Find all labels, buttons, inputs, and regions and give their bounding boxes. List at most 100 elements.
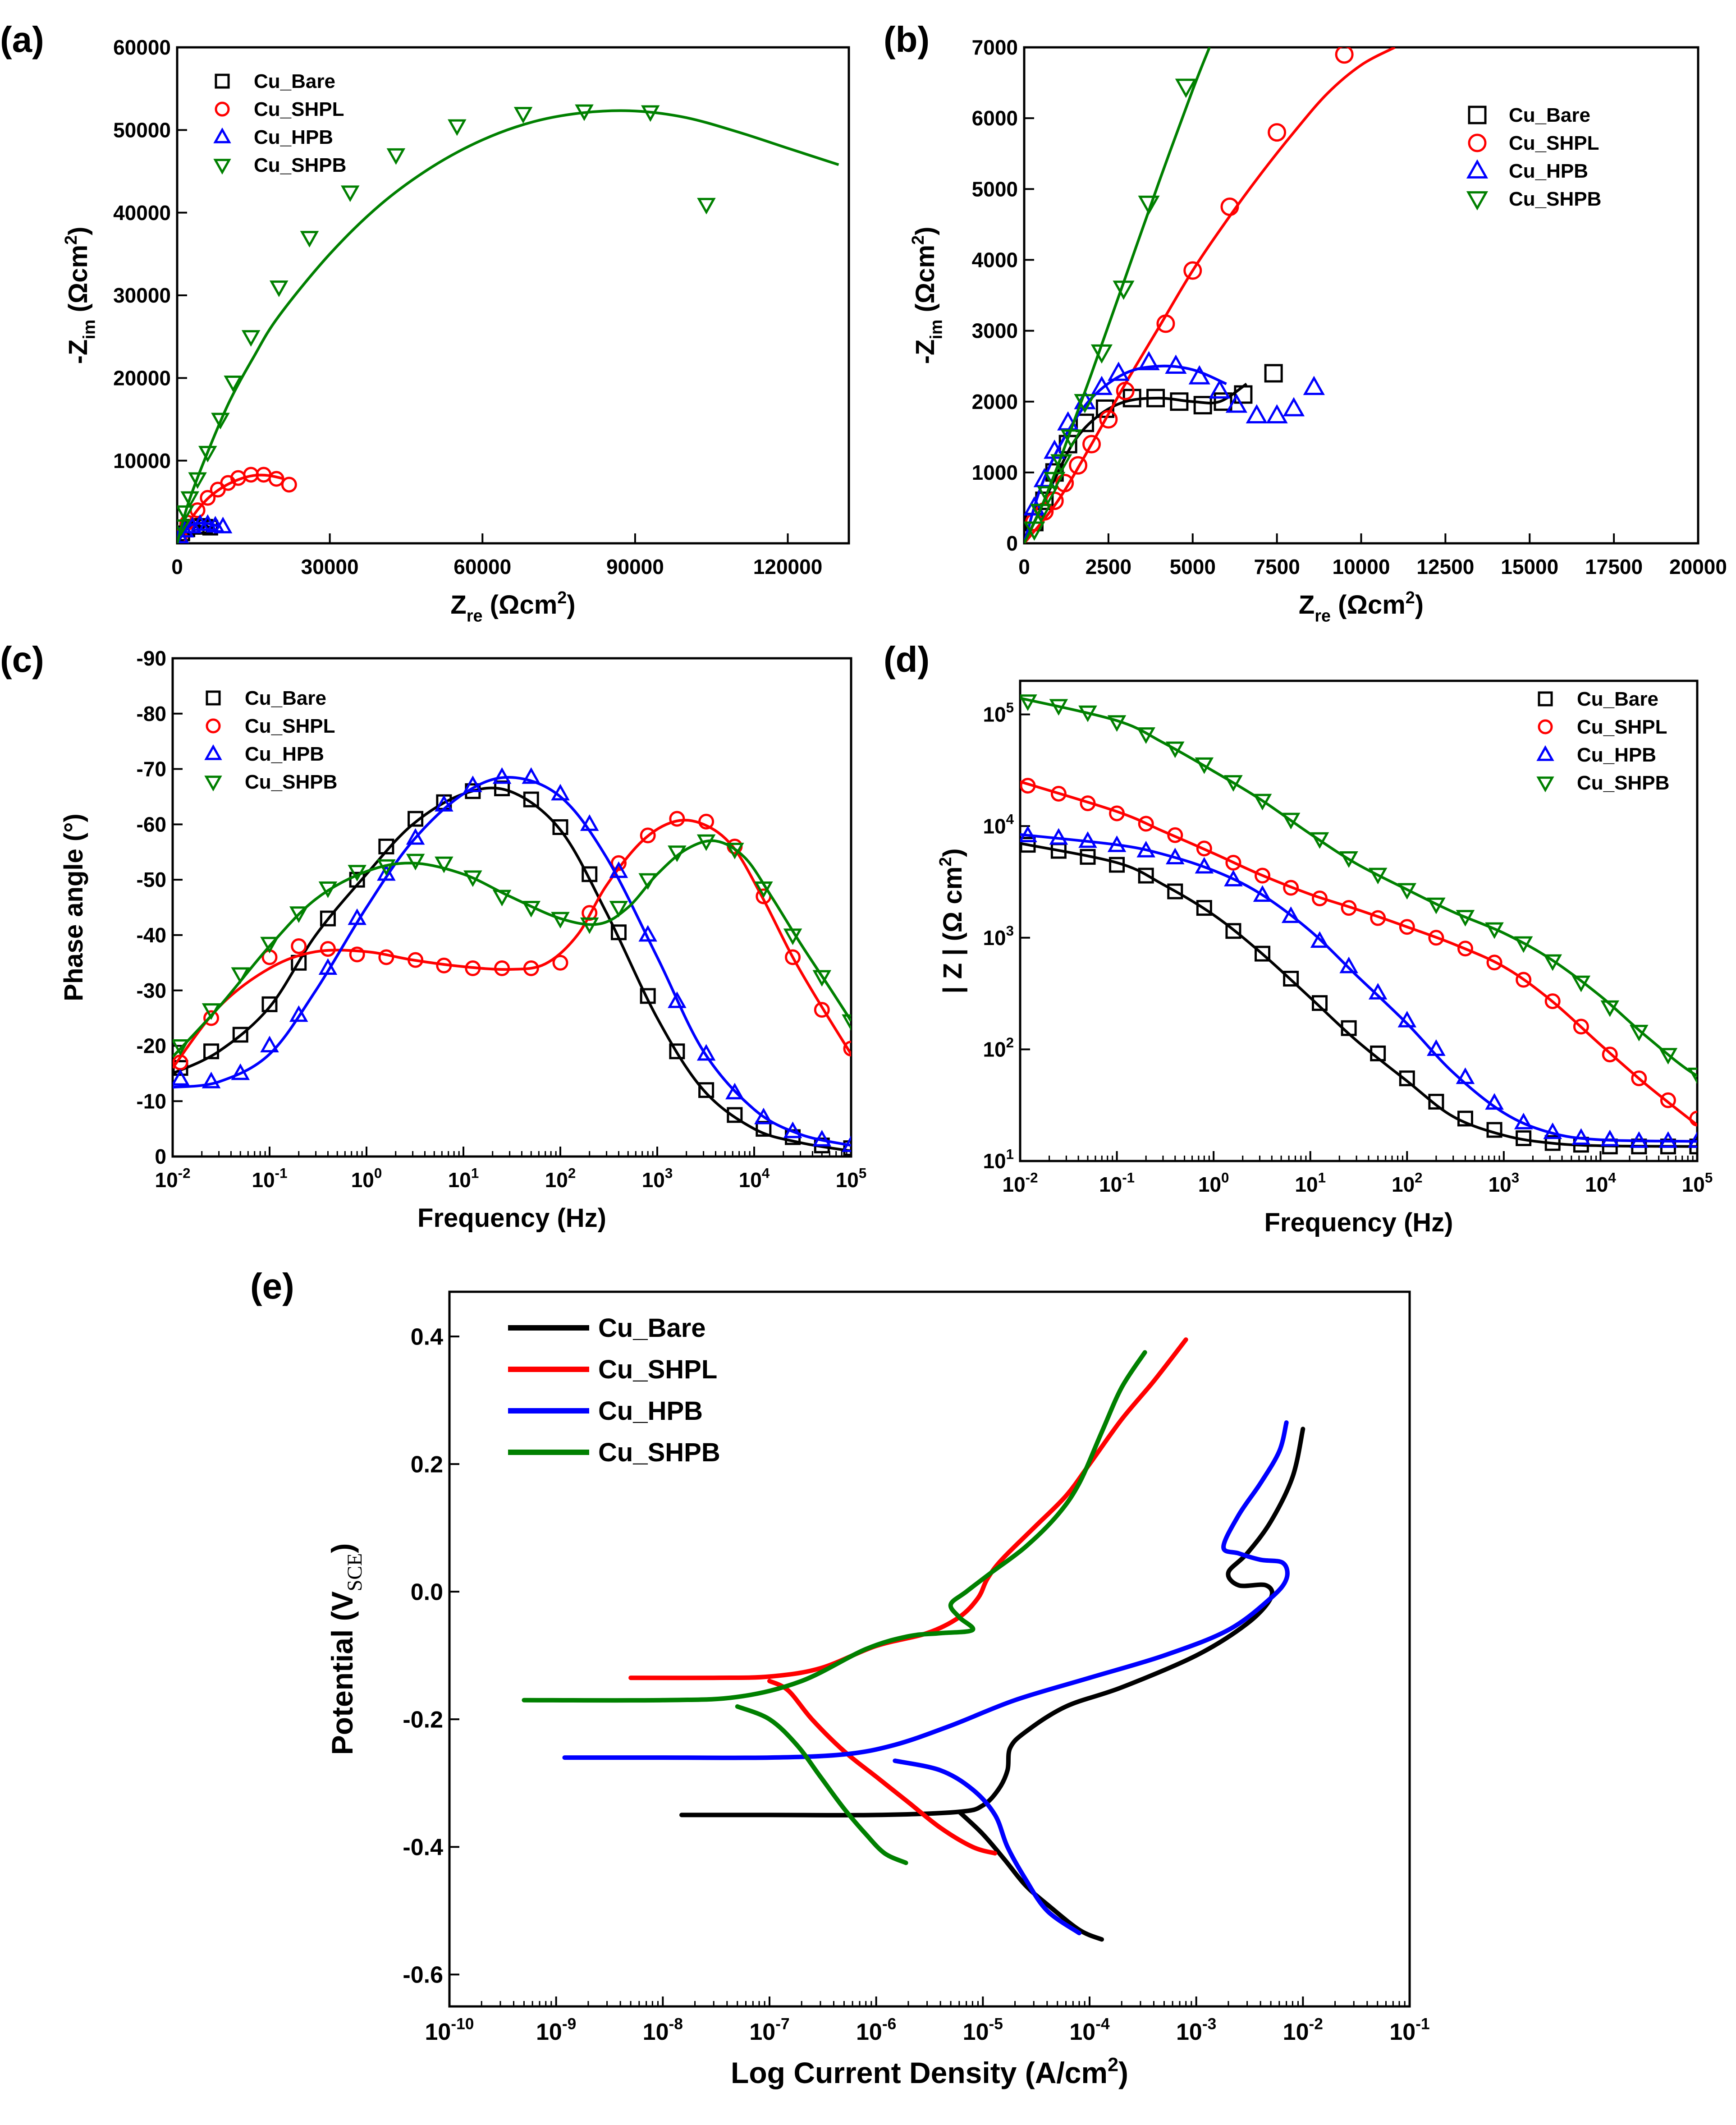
data-point [697, 197, 716, 215]
legend-marker [1468, 133, 1487, 152]
data-point [551, 784, 570, 801]
data-point [341, 185, 360, 202]
x-tick-label: 101 [1295, 1170, 1326, 1196]
fit-line [173, 839, 851, 1058]
y-tick-label: 7000 [972, 36, 1018, 59]
data-point [522, 767, 541, 784]
data-point [281, 477, 297, 493]
series-Cu_SHPB [177, 104, 839, 543]
data-point [1156, 314, 1175, 333]
data-point [1368, 867, 1388, 885]
data-point [1030, 504, 1052, 523]
legend-label: Cu_SHPB [1577, 772, 1669, 794]
data-point [494, 960, 510, 977]
legend-label: Cu_SHPL [1509, 132, 1599, 154]
x-tick-label: 5000 [1170, 555, 1216, 578]
data-point [638, 873, 657, 890]
legend-label: Cu_SHPB [245, 771, 337, 793]
data-point [582, 866, 598, 882]
y-tick-label: 0 [155, 1145, 166, 1168]
data-point [638, 925, 657, 942]
data-point [1095, 399, 1114, 418]
x-axis-label: Log Current Density (A/cm2) [731, 2054, 1128, 2089]
y-tick-label: -30 [137, 979, 166, 1002]
y-tick-label: 40000 [113, 201, 171, 225]
data-point [727, 1107, 743, 1123]
data-point [173, 1069, 190, 1086]
data-point [463, 870, 482, 887]
data-point [1024, 521, 1045, 541]
legend-marker [215, 73, 230, 89]
data-point [1020, 826, 1037, 842]
data-point [1310, 832, 1329, 849]
legend: Cu_Bare Cu_SHPL Cu_HPB Cu_SHPB [1466, 104, 1601, 211]
data-point [1658, 1048, 1678, 1065]
data-point [609, 901, 628, 918]
legend-marker [1536, 745, 1554, 761]
data-point [1082, 435, 1101, 454]
legend-label: Cu_SHPL [1577, 716, 1667, 738]
data-point [1457, 1111, 1473, 1127]
data-point [1193, 396, 1212, 415]
data-point [1080, 849, 1096, 865]
data-point [1138, 867, 1154, 884]
x-tick-label: 10-1 [1099, 1170, 1135, 1196]
data-point [1368, 982, 1388, 1000]
data-point [669, 1043, 685, 1060]
y-axis-label: -Zim (Ωcm2) [61, 227, 99, 364]
legend-label: Cu_HPB [1577, 744, 1656, 766]
legend: Cu_Bare Cu_SHPL Cu_HPB Cu_SHPB [204, 687, 337, 793]
data-point [1020, 778, 1036, 794]
y-axis-label: Phase angle (°) [59, 813, 88, 1001]
series-Cu_SHPB [522, 1350, 1147, 1865]
fit-line [173, 786, 851, 1152]
data-point [610, 855, 627, 871]
x-tick-label: 10-7 [749, 2015, 789, 2045]
data-point [318, 881, 338, 898]
data-point [1167, 883, 1183, 900]
data-point [300, 231, 319, 248]
y-tick-label: 50000 [113, 118, 171, 142]
data-point [1571, 975, 1591, 992]
data-point [1630, 1131, 1649, 1148]
data-point [1076, 413, 1095, 432]
data-point [1397, 883, 1417, 900]
y-tick-label: -90 [137, 647, 166, 670]
data-point [1253, 794, 1272, 811]
x-tick-label: 20000 [1669, 555, 1727, 578]
fit-line [1020, 833, 1697, 1143]
data-point [640, 988, 656, 1004]
data-point [232, 1027, 248, 1043]
data-point [1195, 857, 1214, 874]
series-line-cathodic [957, 1809, 1104, 1942]
data-point [1165, 354, 1187, 374]
data-point [198, 445, 217, 463]
data-point [1020, 837, 1036, 853]
panel-label: (c) [0, 639, 44, 679]
data-point [231, 1063, 250, 1080]
data-point [1543, 1122, 1562, 1139]
legend-label: Cu_Bare [1577, 688, 1658, 710]
panel-d: (d) 10-2 10-1 100 101 102 103 104 105 101 102 103 10… [884, 639, 1713, 1237]
y-tick-label: 30000 [113, 284, 171, 307]
data-point [1281, 812, 1301, 830]
plot-frame [171, 657, 852, 1158]
data-point [1427, 897, 1446, 914]
data-point [378, 838, 394, 854]
x-tick-label: 0 [171, 555, 183, 578]
data-point [1138, 816, 1154, 832]
x-tick-label: 90000 [606, 555, 664, 578]
data-point [523, 960, 539, 977]
data-point [241, 330, 261, 347]
data-point [552, 819, 568, 835]
data-point [1456, 910, 1475, 927]
series-Cu_SHPB [1020, 694, 1697, 1084]
x-tick-label: 10-2 [1003, 1170, 1038, 1196]
data-point [1602, 1046, 1618, 1063]
data-point [231, 967, 250, 984]
data-point [1225, 923, 1241, 939]
data-point [641, 105, 660, 122]
data-point [1225, 393, 1248, 413]
x-tick-label: 10-6 [856, 2015, 896, 2045]
